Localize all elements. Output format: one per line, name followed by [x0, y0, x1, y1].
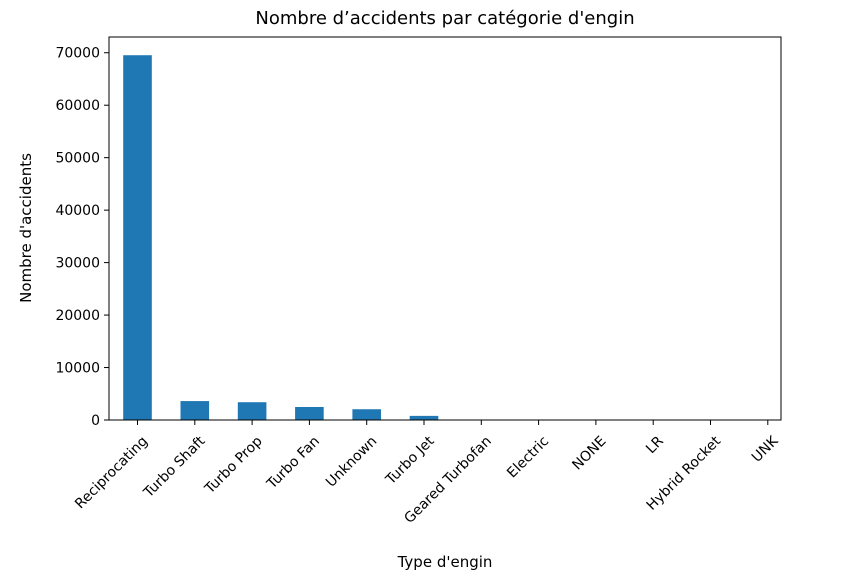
y-tick-label: 0: [91, 413, 100, 429]
chart-title: Nombre d’accidents par catégorie d'engin: [255, 8, 634, 29]
y-tick-label: 30000: [55, 256, 100, 272]
plot-frame: [108, 36, 782, 421]
bar-unknown: [352, 409, 381, 420]
x-tick-label: Unknown: [323, 433, 380, 490]
x-tick-label: Turbo Shaft: [140, 433, 209, 502]
bar-turbo-prop: [237, 402, 267, 420]
x-tick-label: UNK: [749, 433, 782, 466]
bar-turbo-shaft: [180, 401, 210, 420]
x-tick-label: Turbo Prop: [201, 433, 265, 497]
y-tick-label: 10000: [55, 361, 100, 377]
bar-turbo-jet: [409, 415, 439, 420]
bars-group: [123, 55, 783, 421]
y-tick-label: 70000: [55, 46, 100, 62]
y-tick-label: 60000: [55, 98, 100, 114]
x-tick-label: Turbo Fan: [263, 433, 323, 493]
x-tick-label: Electric: [504, 433, 552, 481]
x-tick-label: NONE: [569, 433, 609, 473]
bar-turbo-fan: [295, 406, 324, 420]
x-tick-label: Turbo Jet: [382, 433, 438, 489]
y-tick-label: 50000: [55, 151, 100, 167]
x-tick-label: Reciprocating: [72, 433, 151, 512]
x-axis-label: Type d'engin: [397, 553, 493, 571]
y-axis-label: Nombre d'accidents: [17, 153, 35, 303]
bar-reciprocating: [123, 55, 152, 421]
x-tick-label: LR: [643, 433, 667, 457]
y-tick-label: 40000: [55, 203, 100, 219]
y-axis: 0 10000 20000 30000 40000 50000 60000 70000: [55, 46, 109, 429]
y-tick-label: 20000: [55, 308, 100, 324]
